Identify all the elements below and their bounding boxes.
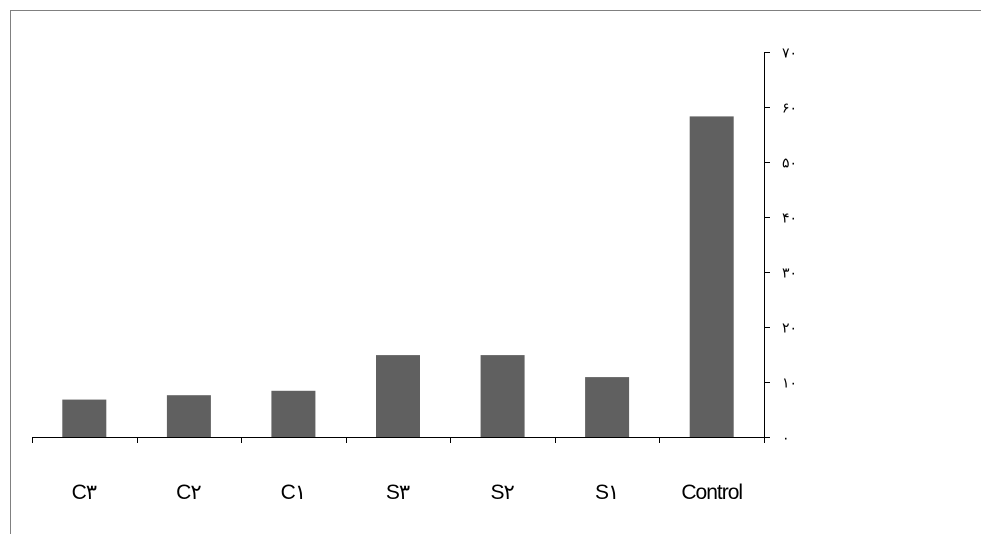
y-tick-label-1: ١٠ (782, 375, 797, 391)
category-label-6: Control (681, 481, 742, 504)
x-category-labels: C٣ C٢ C١ S٣ S٢ S١ Control (72, 481, 744, 504)
category-label-0: C٣ (72, 481, 97, 504)
y-tick-label-6: ۶٠ (782, 100, 797, 116)
axes (32, 52, 770, 443)
y-tick-label-2: ٢٠ (782, 320, 797, 336)
bar-6 (689, 116, 734, 438)
category-label-2: C١ (281, 481, 306, 504)
chart-border (10, 10, 981, 534)
y-tick-label-7: ٧٠ (782, 45, 797, 61)
y-tick-label-0: ٠ (782, 430, 790, 446)
bar-1 (166, 395, 211, 437)
bar-4 (480, 355, 525, 437)
bar-3 (376, 355, 420, 437)
y-tick-label-4: ۴٠ (782, 210, 797, 226)
bar-5 (585, 377, 630, 437)
bar-0 (62, 399, 107, 437)
category-label-5: S١ (595, 481, 619, 504)
y-tick-labels: ٠ ١٠ ٢٠ ٣٠ ۴٠ ۵٠ ۶٠ ٧٠ (782, 45, 797, 446)
category-label-4: S٢ (490, 481, 514, 504)
category-label-3: S٣ (386, 481, 410, 504)
y-tick-label-5: ۵٠ (782, 155, 797, 171)
bar-2 (271, 390, 316, 437)
y-tick-label-3: ٣٠ (782, 265, 797, 281)
category-label-1: C٢ (176, 481, 201, 504)
bars (62, 116, 734, 438)
